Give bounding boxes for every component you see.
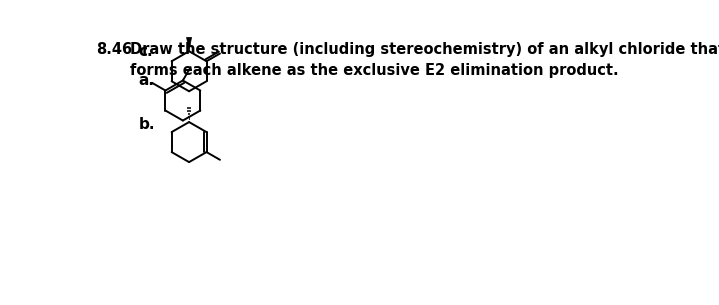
Polygon shape [187, 38, 191, 51]
Text: c.: c. [139, 44, 153, 59]
Text: Draw the structure (including stereochemistry) of an alkyl chloride that
forms e: Draw the structure (including stereochem… [130, 42, 719, 78]
Text: 8.46: 8.46 [96, 42, 132, 57]
Text: a.: a. [139, 73, 155, 88]
Text: b.: b. [139, 117, 155, 132]
